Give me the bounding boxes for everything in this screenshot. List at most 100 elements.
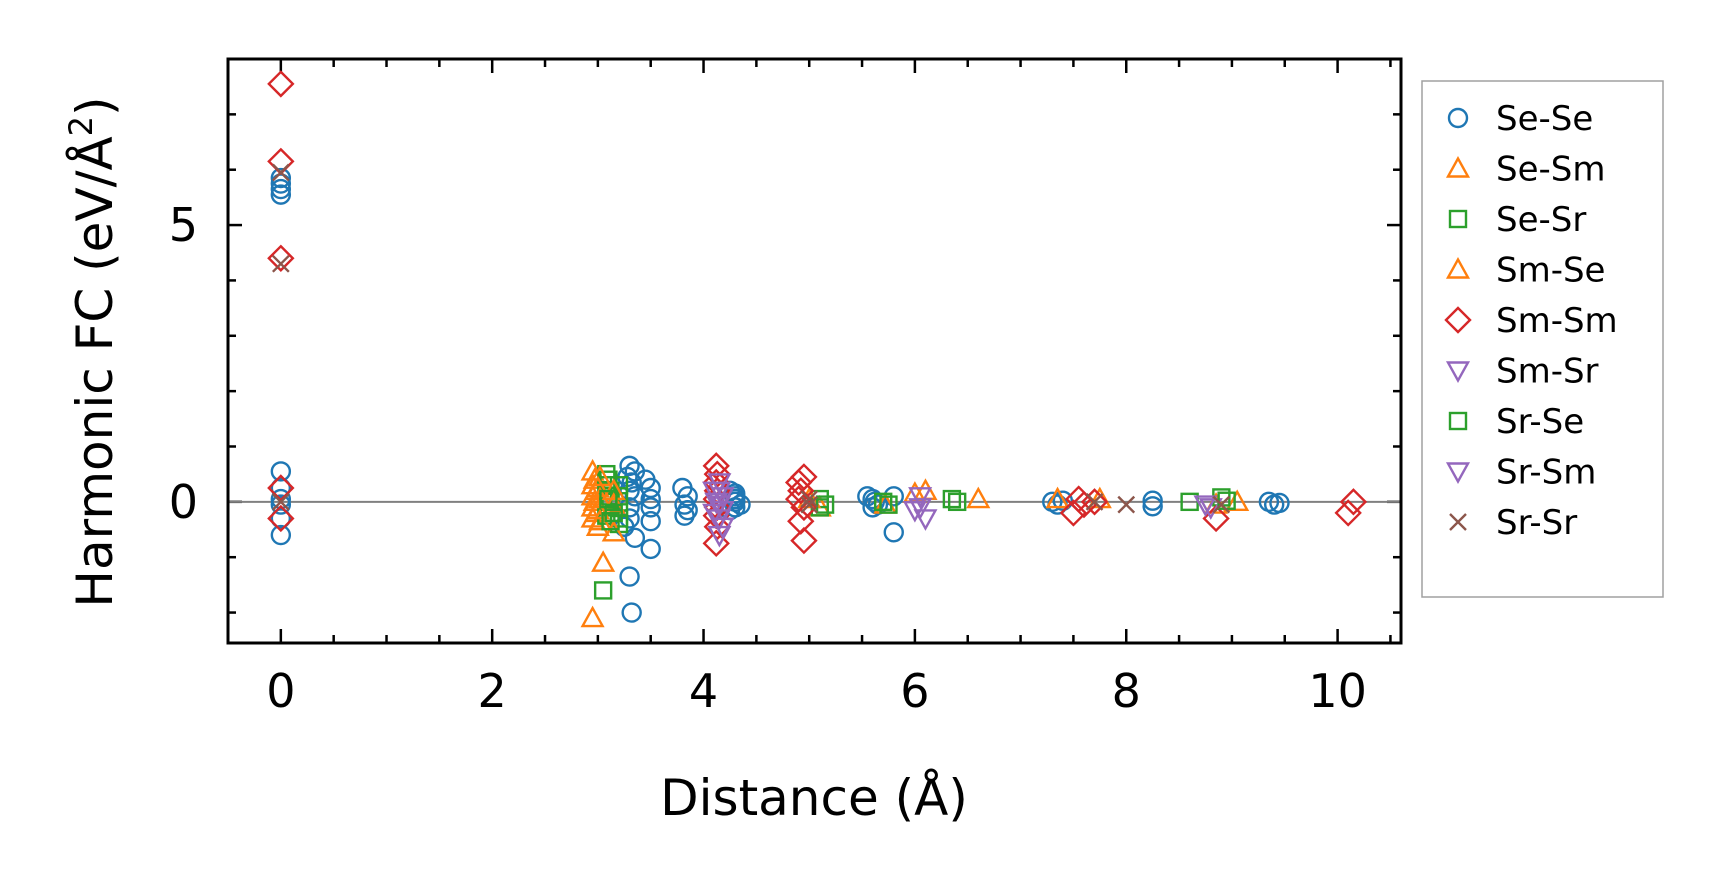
data-point-se-se	[270, 524, 292, 546]
data-point-sm-sm	[1339, 488, 1368, 516]
data-point-sm-sm	[703, 513, 731, 541]
legend-marker-sm-se	[1445, 257, 1471, 279]
series-sr-sr	[271, 163, 1231, 514]
data-point-sm-sm	[267, 474, 295, 502]
data-point-se-sr	[873, 492, 893, 512]
data-point-sm-sr	[908, 498, 933, 520]
data-point-sm-sm	[787, 477, 815, 505]
data-point-se-se	[883, 522, 904, 543]
data-point-se-se	[270, 461, 292, 482]
data-point-se-sr	[879, 495, 898, 514]
data-point-se-sm	[1045, 486, 1070, 509]
data-point-sr-se	[601, 512, 620, 531]
x-tick-label: 6	[900, 664, 929, 718]
legend-marker-sr-sm	[1445, 462, 1471, 484]
legend-marker-se-se	[1447, 107, 1469, 129]
data-point-se-se	[1142, 496, 1163, 517]
legend-item-sr-sm: Sr-Sm	[1445, 453, 1596, 493]
data-point-se-sm	[966, 486, 991, 509]
data-point-sr-sr	[271, 163, 290, 182]
data-point-sm-se	[585, 497, 610, 520]
data-point-sm-se	[587, 464, 613, 487]
data-point-se-se	[621, 472, 642, 493]
data-point-se-se	[621, 602, 642, 623]
data-point-sm-sm	[784, 468, 813, 497]
data-point-se-sm	[591, 550, 616, 572]
legend-label-se-sr: Se-Sr	[1496, 200, 1586, 240]
y-axis-label-close: )	[66, 96, 124, 116]
data-point-se-se	[619, 566, 640, 587]
data-point-sr-sr	[271, 254, 290, 273]
legend-label-sm-se: Sm-Se	[1496, 251, 1605, 291]
data-point-sm-sm	[702, 452, 730, 480]
data-point-se-sr	[942, 489, 962, 509]
x-tick-label: 10	[1308, 664, 1367, 718]
data-point-sr-sm	[702, 481, 727, 504]
data-point-sm-sm	[1059, 499, 1088, 527]
data-point-sm-sm	[790, 463, 818, 491]
data-point-sr-sr	[1117, 495, 1136, 514]
y-axis-label-superscript: 2	[62, 116, 100, 136]
data-point-se-se	[270, 178, 292, 200]
legend-items: Se-Se Se-Sm Se-Sr Sm-Se Sm-Sm Sm-Sr Sr-Se Sr-Sm…	[1444, 99, 1618, 543]
series-sr-sm	[702, 481, 1218, 526]
data-point-sr-sr	[800, 495, 819, 514]
data-point-se-se	[640, 488, 661, 510]
legend-marker-se-sr	[1448, 209, 1468, 229]
data-point-sr-sr	[1085, 492, 1104, 511]
data-point-se-sr	[593, 581, 613, 600]
data-point-se-se	[1263, 494, 1285, 515]
data-point-sm-sm	[1080, 488, 1109, 516]
legend-label-sr-sr: Sr-Sr	[1496, 503, 1577, 543]
data-point-se-se	[1142, 490, 1163, 511]
legend-label-sm-sm: Sm-Sm	[1496, 301, 1618, 341]
legend-item-se-sm: Se-Sm	[1445, 150, 1605, 190]
data-point-sm-sm	[790, 526, 818, 555]
x-axis-label: Distance (Å)	[660, 769, 968, 827]
data-point-se-se	[640, 477, 661, 499]
legend-item-se-sr: Se-Sr	[1448, 200, 1586, 240]
y-axis-label: Harmonic FC (eV/Å2)	[62, 96, 124, 607]
legend-marker-sm-sr	[1445, 361, 1471, 383]
legend-marker-sr-sr	[1449, 513, 1467, 531]
data-point-sm-sm	[703, 460, 731, 488]
data-point-sm-se	[585, 475, 610, 498]
data-points-layer	[267, 70, 1368, 628]
data-point-sm-se	[601, 478, 626, 500]
x-tick-label: 8	[1112, 664, 1141, 718]
data-point-sm-sr	[707, 525, 732, 548]
plot-area-frame	[226, 57, 1403, 645]
data-point-sm-sr	[913, 509, 938, 531]
y-axis-label-main: Harmonic FC (eV/Å	[66, 136, 124, 607]
tick-labels-layer: 0 2 4 6 8 10 0 5	[169, 198, 1367, 718]
data-point-sr-sm	[1193, 495, 1218, 518]
series-sr-se	[599, 489, 1236, 531]
data-point-se-se	[270, 477, 292, 499]
legend-item-sm-se: Sm-Se	[1445, 251, 1605, 291]
data-point-se-se	[270, 184, 292, 205]
data-point-sr-sr	[1212, 495, 1231, 514]
data-point-sr-sm	[704, 492, 729, 515]
legend-label-se-sm: Se-Sm	[1496, 150, 1605, 190]
legend: Se-Se Se-Sm Se-Sr Sm-Se Sm-Sm Sm-Sr Sr-Se Sr-Sm…	[1421, 80, 1664, 598]
data-point-se-se	[640, 511, 661, 532]
legend-label-sr-se: Sr-Se	[1496, 402, 1584, 442]
data-point-se-se	[270, 167, 292, 189]
x-tick-label: 0	[266, 664, 295, 718]
data-point-sr-sm	[902, 500, 927, 523]
legend-item-sm-sm: Sm-Sm	[1444, 301, 1618, 341]
data-point-sr-se	[815, 495, 835, 514]
data-point-sm-sm	[267, 70, 295, 98]
legend-marker-sr-se	[1448, 411, 1468, 431]
data-point-se-se	[1052, 490, 1074, 511]
legend-label-se-se: Se-Se	[1496, 99, 1593, 139]
data-point-se-se	[674, 505, 695, 526]
legend-label-sm-sr: Sm-Sr	[1496, 352, 1599, 392]
legend-label-sr-sm: Sr-Sm	[1496, 453, 1596, 493]
data-point-sm-sr	[908, 487, 933, 509]
data-point-se-se	[270, 494, 292, 515]
data-point-sm-sr	[1198, 498, 1223, 520]
legend-item-se-se: Se-Se	[1447, 99, 1593, 139]
data-point-sr-sr	[271, 492, 290, 511]
